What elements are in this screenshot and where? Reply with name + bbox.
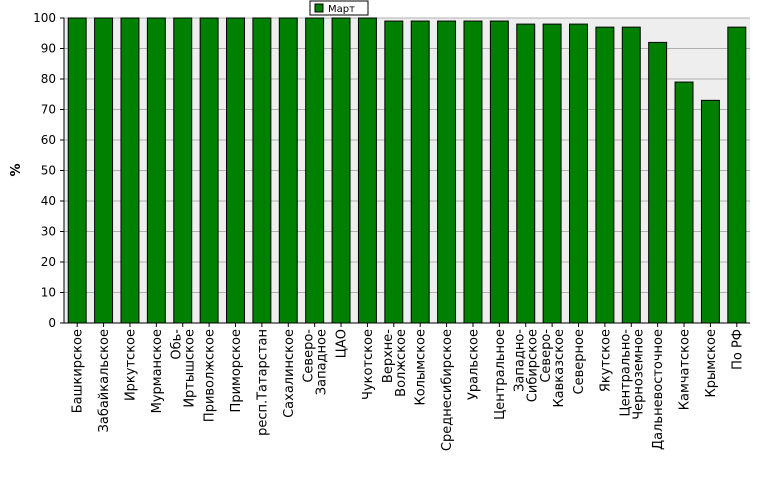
x-tick-label: Среднесибирское [440, 329, 455, 451]
x-tick-label: Уральское [466, 329, 481, 400]
y-tick-label: 100 [33, 11, 56, 25]
y-tick-label: 70 [41, 103, 56, 117]
x-tick-label: Камчатское [678, 329, 693, 410]
bar[interactable] [199, 17, 219, 324]
y-axis-ticks: 0 10 20 30 40 50 60 70 80 90 100 [33, 11, 64, 330]
x-tick-label: Северное [572, 329, 587, 394]
bar[interactable] [146, 17, 166, 324]
legend-label: Март [328, 4, 355, 15]
x-tick-label: Центрально-Черноземное [618, 329, 646, 420]
y-tick-label: 40 [41, 194, 56, 208]
bar[interactable] [489, 20, 509, 324]
bar[interactable] [120, 17, 140, 324]
x-tick-label: Сахалинское [282, 329, 297, 418]
x-tick-label: Северо-Кавказское [539, 329, 567, 408]
y-tick-label: 50 [41, 164, 56, 178]
x-tick-label: Крымское [704, 329, 719, 398]
x-tick-label: Верхне-Волжское [381, 329, 409, 397]
x-tick-label: Приволжское [203, 329, 218, 422]
bar[interactable] [621, 26, 641, 324]
y-axis-label: % [9, 163, 24, 176]
bar[interactable] [437, 20, 457, 324]
x-axis-tick-labels: Башкирское Забайкальское Иркутское Мурманск… [71, 323, 745, 451]
bar[interactable] [410, 20, 430, 324]
x-tick-label: По РФ [730, 329, 745, 370]
y-tick-label: 60 [41, 133, 56, 147]
x-tick-label: Обь-Иртышское [170, 329, 198, 408]
bar[interactable] [727, 26, 747, 324]
bar[interactable] [252, 17, 272, 324]
bar[interactable] [173, 17, 193, 324]
y-tick-label: 30 [41, 225, 56, 239]
legend-box [309, 0, 369, 16]
bar[interactable] [463, 20, 483, 324]
x-tick-label: Центральное [493, 329, 508, 420]
y-tick-label: 10 [41, 286, 56, 300]
y-tick-label: 20 [41, 255, 56, 269]
bar[interactable] [384, 20, 404, 324]
bar[interactable] [67, 17, 87, 324]
x-tick-label: Приморское [229, 329, 244, 412]
x-tick-label: Иркутское [123, 329, 138, 401]
legend[interactable]: Март [309, 0, 369, 16]
bar[interactable] [516, 23, 536, 324]
bar[interactable] [278, 17, 298, 324]
y-tick-label: 80 [41, 72, 56, 86]
bar[interactable] [648, 41, 668, 324]
bar[interactable] [700, 99, 720, 324]
x-tick-label: Чукотское [361, 329, 376, 400]
bars [67, 17, 747, 324]
bar[interactable] [94, 17, 114, 324]
bar[interactable] [226, 17, 245, 324]
bar[interactable] [542, 23, 562, 324]
bar[interactable] [357, 17, 377, 324]
x-tick-label: Колымское [414, 329, 429, 406]
x-tick-label: Северо-Западное [302, 329, 330, 396]
bar[interactable] [674, 81, 694, 324]
bar[interactable] [305, 17, 325, 324]
x-tick-label: Башкирское [71, 329, 86, 413]
bar[interactable] [569, 23, 588, 324]
x-tick-label: Дальневосточное [651, 329, 666, 450]
x-tick-label: ЦАО [335, 329, 350, 358]
legend-swatch [314, 3, 324, 13]
x-tick-label: Западно-Сибирское [513, 329, 541, 403]
x-tick-label: Забайкальское [97, 329, 112, 432]
y-tick-label: 0 [48, 316, 56, 330]
bar[interactable] [331, 17, 351, 324]
bar[interactable] [595, 26, 615, 324]
x-tick-label: Мурманское [150, 329, 165, 413]
x-tick-label: респ.Татарстан [255, 329, 270, 436]
y-tick-label: 90 [41, 42, 56, 56]
x-tick-label: Якутское [598, 329, 613, 392]
